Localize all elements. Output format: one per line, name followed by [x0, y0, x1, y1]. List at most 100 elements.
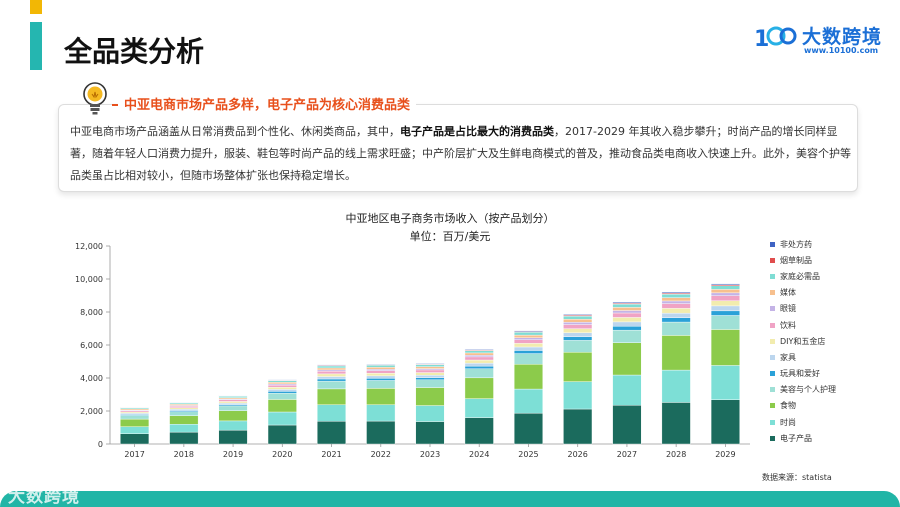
x-tick-label: 2018	[174, 450, 194, 459]
bar-segment	[267, 384, 297, 388]
bar-segment	[415, 363, 445, 365]
bar-segment	[366, 370, 396, 374]
legend-item: 家具	[770, 349, 890, 365]
bar-segment	[317, 388, 347, 405]
x-tick-label: 2020	[272, 450, 292, 459]
bar-segment	[120, 433, 150, 445]
legend-swatch	[770, 273, 775, 279]
bar-segment	[661, 300, 691, 304]
legend-item: 眼镜	[770, 301, 890, 317]
insight-body: 中亚电商市场产品涵盖从日常消费品到个性化、休闲类商品，其中，电子产品是占比最大的…	[70, 121, 852, 187]
bar-segment	[563, 381, 593, 410]
bar-segment	[710, 329, 740, 366]
legend-label: 食物	[780, 401, 796, 411]
bar-segment	[513, 332, 543, 336]
bar-segment	[563, 324, 593, 329]
bar-segment	[218, 429, 248, 445]
bar-segment	[366, 380, 396, 389]
bar-segment	[513, 388, 543, 414]
x-tick-label: 2025	[518, 450, 538, 459]
bar-segment	[710, 315, 740, 330]
source-note: 数据来源：statista	[762, 473, 832, 482]
bar-segment	[612, 310, 642, 314]
bar-segment	[218, 405, 248, 411]
bar-segment	[169, 407, 199, 410]
bar-segment	[267, 391, 297, 394]
x-tick-label: 2023	[420, 450, 440, 459]
bar-segment	[710, 285, 740, 290]
legend-label: 时尚	[780, 417, 796, 427]
x-tick-label: 2028	[666, 450, 686, 459]
bar-segment	[415, 372, 445, 376]
bar-segment	[513, 364, 543, 390]
lightbulb-icon	[83, 82, 107, 115]
bar-segment	[661, 303, 691, 309]
bar-segment	[464, 398, 494, 418]
bar-segment	[415, 405, 445, 422]
bar-segment	[661, 308, 691, 314]
legend-item: 媒体	[770, 285, 890, 301]
bar-segment	[710, 283, 740, 285]
accent-bar-teal	[30, 22, 42, 70]
bar-segment	[317, 371, 347, 375]
x-tick-label: 2019	[223, 450, 243, 459]
accent-bar-yellow	[30, 0, 42, 14]
legend-label: 美容与个人护理	[780, 385, 836, 395]
bar-segment	[710, 310, 740, 316]
legend-swatch	[770, 338, 775, 344]
legend-label: 家具	[780, 352, 796, 362]
legend-label: 电子产品	[780, 433, 812, 443]
bar-segment	[169, 415, 199, 425]
x-tick-label: 2026	[568, 450, 588, 459]
bar-segment	[464, 349, 494, 351]
legend-swatch	[770, 322, 775, 328]
chart-title: 中亚地区电子商务市场收入（按产品划分）	[345, 212, 555, 225]
bar-segment	[169, 406, 199, 408]
bar-segment	[710, 295, 740, 301]
bar-segment	[563, 319, 593, 323]
bar-segment	[513, 350, 543, 354]
bar-segment	[218, 401, 248, 404]
bar-segment	[415, 369, 445, 373]
legend-label: 饮料	[780, 320, 796, 330]
bar-segment	[267, 382, 297, 385]
bar-segment	[563, 352, 593, 382]
bar-segment	[169, 431, 199, 445]
bar-segment	[661, 369, 691, 403]
bar-segment	[267, 380, 297, 383]
bar-segment	[464, 417, 494, 445]
insight-body-text-2: ，2017-2029 年其收入稳步攀升；时尚产品的增长同样显著，随着年轻人口消费…	[70, 125, 851, 182]
legend-label: 家庭必需品	[780, 271, 820, 281]
legend-swatch	[770, 419, 775, 425]
legend-label: 玩具和爱好	[780, 369, 820, 379]
bar-segment	[513, 353, 543, 365]
legend-label: 非处方药	[780, 239, 812, 249]
bar-segment	[267, 389, 297, 392]
legend-item: 电子产品	[770, 430, 890, 446]
bar-segment	[612, 302, 642, 304]
legend-swatch	[770, 371, 775, 377]
bar-segment	[317, 367, 347, 371]
bar-segment	[415, 421, 445, 445]
bar-segment	[612, 312, 642, 318]
bar-segment	[710, 399, 740, 445]
legend-item: 食物	[770, 398, 890, 414]
bar-segment	[513, 330, 543, 332]
brand-name: 大数跨境	[802, 26, 883, 48]
bar-segment	[612, 374, 642, 406]
bar-segment	[661, 317, 691, 323]
bar-segment	[267, 411, 297, 426]
bar-segment	[366, 367, 396, 370]
legend-label: 烟草制品	[780, 255, 812, 265]
bar-segment	[317, 404, 347, 422]
bar-segment	[464, 368, 494, 379]
x-tick-label: 2024	[469, 450, 489, 459]
bar-segment	[415, 377, 445, 381]
bar-segment	[366, 365, 396, 368]
bar-segment	[513, 337, 543, 340]
y-tick-label: 10,000	[75, 275, 103, 284]
page-title: 全品类分析	[64, 35, 205, 68]
legend-item: 家庭必需品	[770, 268, 890, 284]
bar-segment	[563, 328, 593, 333]
bar-segment	[415, 364, 445, 367]
